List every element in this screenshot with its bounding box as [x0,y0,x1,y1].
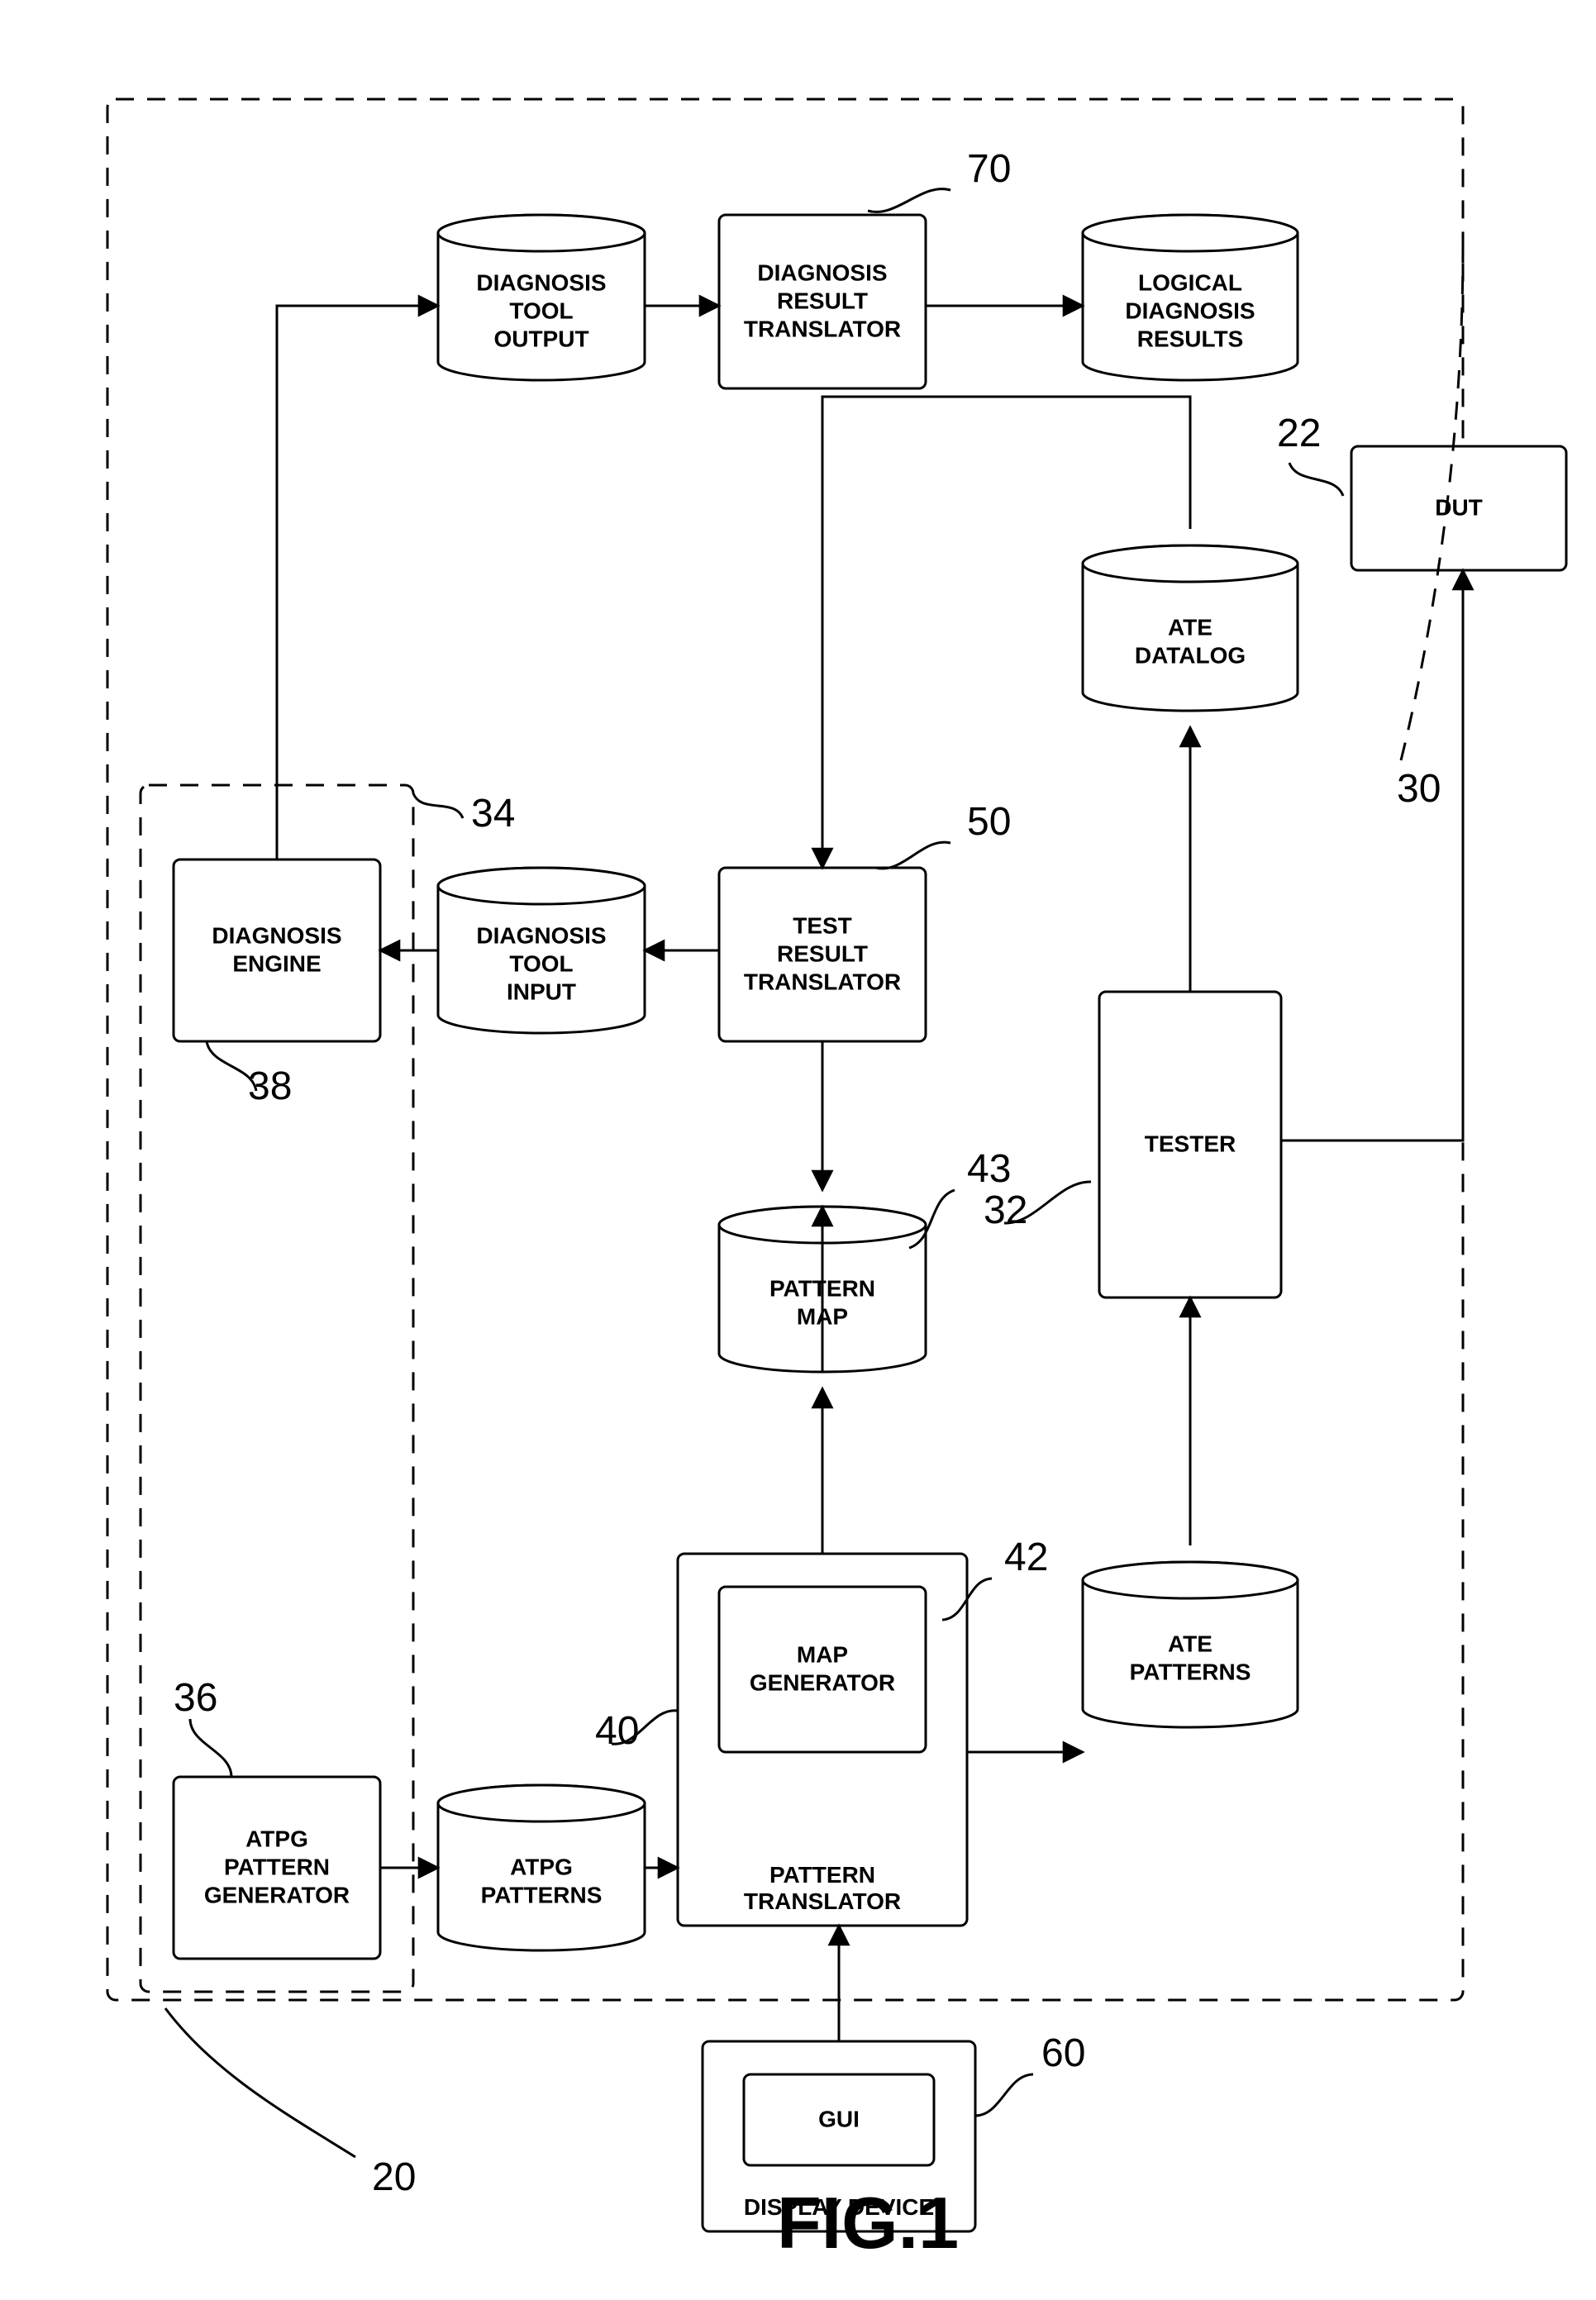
svg-text:TOOL: TOOL [509,951,573,977]
map_generator: MAPGENERATOR [719,1587,926,1752]
callout [190,1719,231,1777]
svg-text:DUT: DUT [1435,495,1483,521]
test_result_trans: TESTRESULTTRANSLATOR [719,868,926,1041]
atpg_gen: ATPG PATTERN GENERATOR [174,1777,380,1959]
svg-text:TEST: TEST [793,913,852,939]
edge [1281,570,1463,1140]
svg-text:TRANSLATOR: TRANSLATOR [744,969,901,995]
svg-text:ATE: ATE [1168,615,1212,640]
svg-text:GENERATOR: GENERATOR [204,1883,350,1908]
svg-text:PATTERN: PATTERN [224,1855,330,1880]
svg-text:RESULTS: RESULTS [1137,326,1244,352]
svg-text:DIAGNOSIS: DIAGNOSIS [1125,298,1255,324]
callout [413,793,463,818]
callout [876,842,950,869]
svg-text:TOOL: TOOL [509,298,573,324]
svg-text:DIAGNOSIS: DIAGNOSIS [757,260,887,286]
svg-text:ENGINE: ENGINE [232,951,321,977]
diagnosis_engine: DIAGNOSISENGINE [174,860,380,1041]
edge [277,306,438,860]
svg-text:40: 40 [595,1709,639,1753]
svg-text:60: 60 [1041,2031,1085,2075]
figure-label: FIG.1 [777,2182,959,2264]
svg-text:DIAGNOSIS: DIAGNOSIS [476,270,606,296]
svg-text:70: 70 [967,147,1011,191]
svg-text:LOGICAL: LOGICAL [1138,270,1242,296]
svg-text:ATPG: ATPG [510,1855,573,1880]
svg-text:22: 22 [1277,412,1321,455]
svg-text:ATE: ATE [1168,1631,1212,1657]
svg-text:DIAGNOSIS: DIAGNOSIS [212,923,341,949]
atpg_patterns: ATPG PATTERNS [438,1785,645,1950]
svg-text:GUI: GUI [818,2107,860,2132]
svg-text:DIAGNOSIS: DIAGNOSIS [476,923,606,949]
diag_tool_output: DIAGNOSISTOOLOUTPUT [438,215,645,380]
svg-text:50: 50 [967,800,1011,844]
svg-text:30: 30 [1397,767,1441,811]
svg-text:PATTERNS: PATTERNS [481,1883,603,1908]
svg-text:42: 42 [1004,1536,1048,1579]
svg-text:36: 36 [174,1676,217,1720]
callout [868,189,950,212]
pattern_translator-label: PATTERN [769,1862,875,1888]
callout [975,2074,1033,2116]
svg-text:20: 20 [372,2155,416,2199]
gui: GUI [744,2074,934,2165]
svg-text:ATPG: ATPG [245,1826,308,1852]
svg-text:PATTERNS: PATTERNS [1130,1660,1251,1685]
svg-text:32: 32 [984,1188,1027,1232]
logical_results: LOGICALDIAGNOSISRESULTS [1083,215,1298,380]
svg-text:RESULT: RESULT [777,288,868,314]
svg-text:TRANSLATOR: TRANSLATOR [744,317,901,342]
diag_tool_input: DIAGNOSISTOOLINPUT [438,868,645,1033]
dut: DUT [1351,446,1566,570]
ate_patterns: ATE PATTERNS [1083,1562,1298,1727]
svg-text:43: 43 [967,1147,1011,1191]
svg-text:GENERATOR: GENERATOR [750,1670,895,1696]
svg-text:RESULT: RESULT [777,941,868,967]
tester: TESTER [1099,992,1281,1298]
callout [1289,463,1343,496]
svg-text:INPUT: INPUT [507,979,576,1005]
diag_result_trans: DIAGNOSISRESULT TRANSLATOR [719,215,926,388]
pattern_translator-label: TRANSLATOR [744,1888,901,1914]
svg-text:MAP: MAP [797,1642,848,1668]
ate_datalog: ATE DATALOG [1083,545,1298,711]
svg-text:34: 34 [471,792,515,836]
svg-text:TESTER: TESTER [1145,1131,1236,1157]
outer-ref-callout [165,2008,355,2157]
svg-text:DATALOG: DATALOG [1135,643,1246,669]
svg-text:OUTPUT: OUTPUT [493,326,588,352]
